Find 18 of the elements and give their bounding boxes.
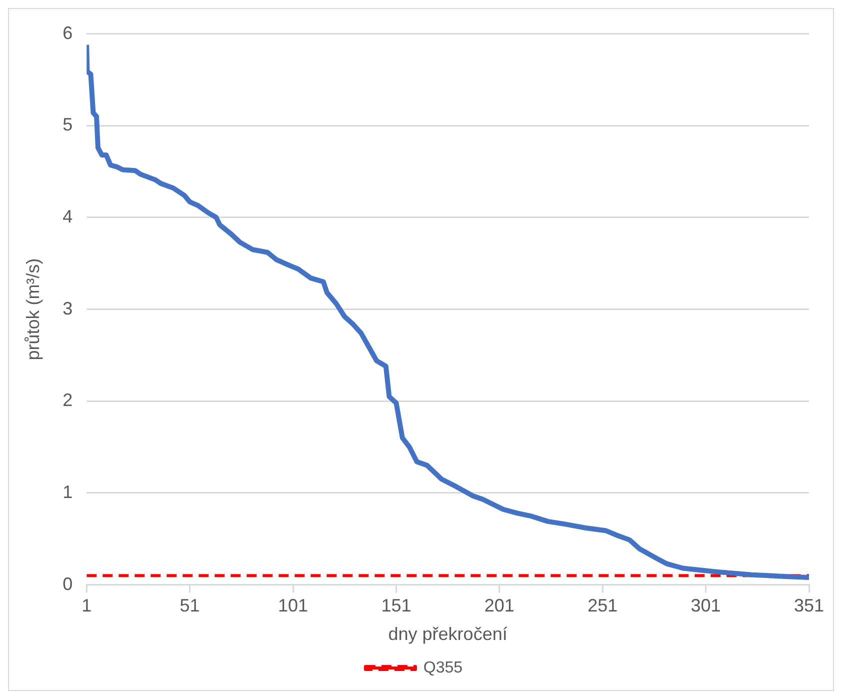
y-tick-label: 6 [62, 22, 73, 43]
x-tick-label: 251 [588, 596, 618, 616]
y-tick-label: 5 [62, 114, 73, 135]
x-tick-label: 51 [180, 596, 200, 616]
x-tick-label: 1 [82, 596, 92, 616]
y-tick-label: 4 [62, 206, 73, 226]
x-tick-label: 101 [278, 596, 308, 616]
y-axis-title: průtok (m³/s) [22, 258, 43, 360]
legend-label: Q355 [423, 659, 463, 676]
x-tick-label: 301 [690, 596, 721, 616]
x-tick-label: 351 [794, 596, 824, 616]
x-tick-label: 151 [381, 596, 412, 616]
x-tick-label: 201 [484, 596, 514, 616]
y-tick-label: 1 [62, 482, 73, 502]
y-tick-label: 2 [62, 390, 73, 410]
x-axis-title: dny překročení [388, 624, 508, 644]
y-tick-label: 3 [62, 298, 73, 318]
y-tick-label: 0 [62, 574, 73, 594]
